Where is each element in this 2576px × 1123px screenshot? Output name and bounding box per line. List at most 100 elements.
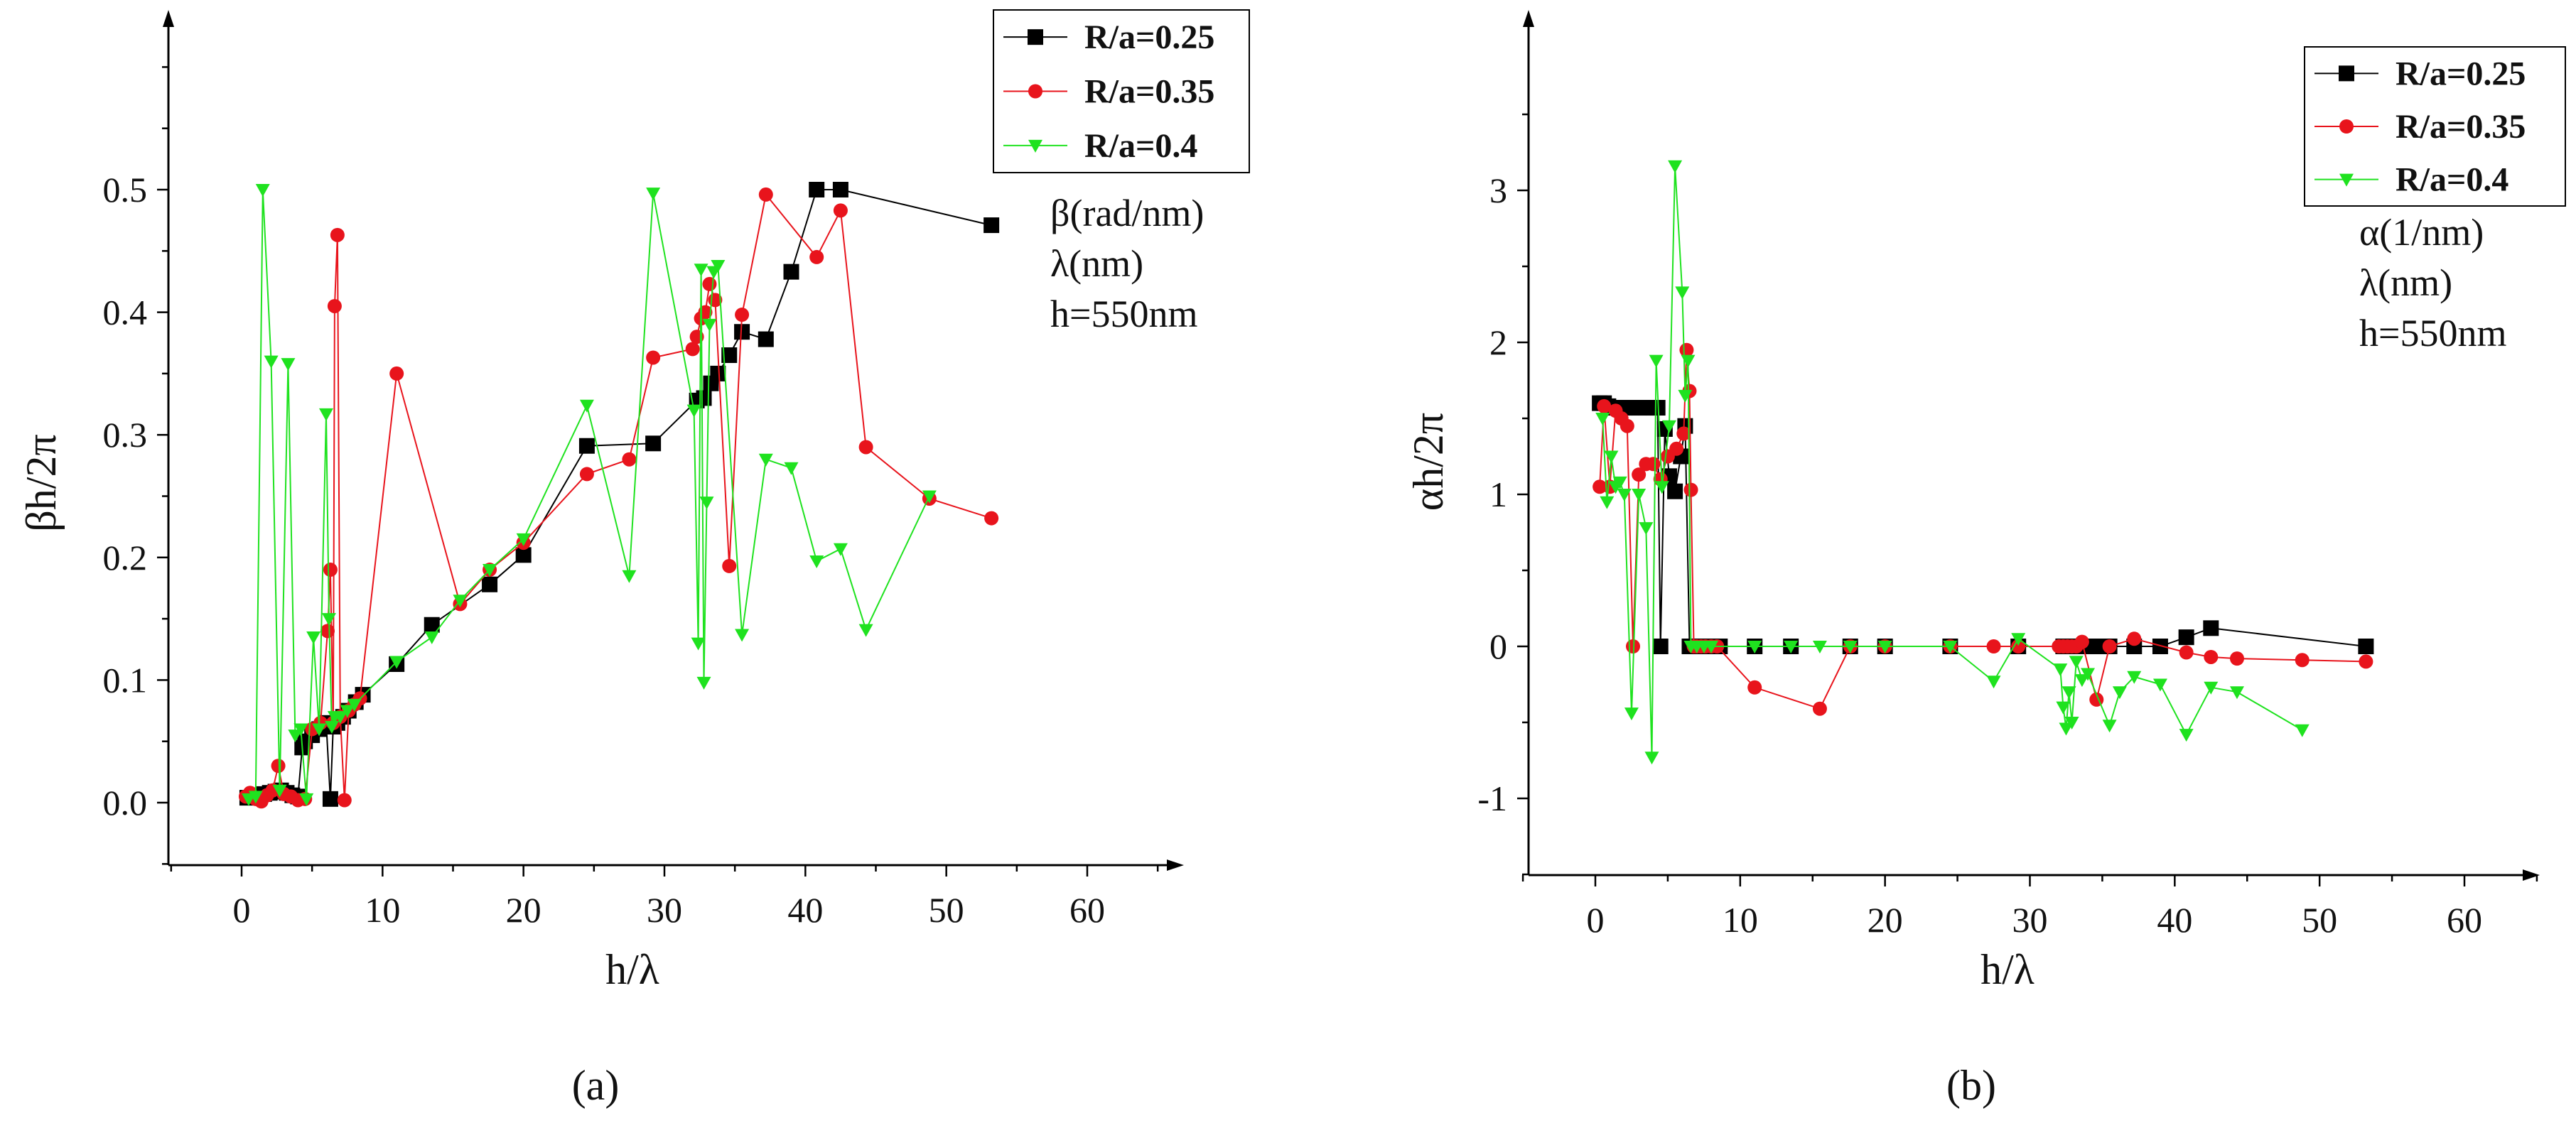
data-point <box>2152 639 2168 654</box>
annotation-text: β(rad/nm) <box>1050 192 1204 234</box>
data-point <box>347 698 362 712</box>
x-axis-arrow <box>1167 859 1184 871</box>
data-point <box>2074 674 2089 688</box>
data-point <box>858 440 873 455</box>
data-point <box>1649 354 1664 368</box>
data-point <box>1812 701 1827 716</box>
series-line-04 <box>1602 166 2303 758</box>
y-tick-label: 0.4 <box>103 293 148 332</box>
x-axis-arrow <box>2523 869 2540 881</box>
data-point <box>1661 420 1676 433</box>
data-point <box>255 184 270 197</box>
x-tick-label: 30 <box>2012 900 2048 940</box>
data-point <box>330 227 345 242</box>
panel-a-xlabel: h/λ <box>605 946 659 993</box>
data-point <box>646 350 661 365</box>
y-tick-label: 0.5 <box>103 170 148 210</box>
data-point <box>2089 639 2105 654</box>
data-point <box>2204 649 2219 664</box>
data-point <box>2102 720 2117 733</box>
data-point <box>1612 476 1627 489</box>
legend-marker <box>2339 173 2354 187</box>
data-point <box>1943 641 1958 653</box>
annotation-text: h=550nm <box>2359 312 2506 354</box>
data-point <box>482 576 498 592</box>
panel-a-annotations: β(rad/nm) λ(nm) h=550nm <box>1050 192 1204 335</box>
data-point <box>579 467 594 482</box>
x-tick-label: 60 <box>2447 900 2482 940</box>
data-point <box>1704 641 1719 653</box>
data-point <box>784 462 799 475</box>
data-point <box>453 595 468 608</box>
data-point <box>1667 483 1683 499</box>
panel-a-legend: R/a=0.25 R/a=0.35 R/a=0.4 <box>993 9 1250 173</box>
data-point <box>2229 651 2244 666</box>
data-point <box>710 365 726 381</box>
data-point <box>646 188 661 201</box>
data-point <box>983 217 1000 234</box>
data-point <box>1624 707 1639 721</box>
data-point <box>702 276 717 291</box>
panel-b-series <box>1592 160 2374 765</box>
annotation-text: α(1/nm) <box>2359 211 2484 254</box>
data-point <box>809 555 824 568</box>
data-point <box>758 453 773 467</box>
data-point <box>699 497 714 510</box>
x-tick-label: 20 <box>1868 900 1903 940</box>
annotation-text: λ(nm) <box>2359 261 2452 304</box>
data-point <box>809 249 824 264</box>
data-point <box>323 563 338 577</box>
data-point <box>1646 457 1661 472</box>
series-line-035 <box>1599 349 2366 710</box>
data-point <box>248 791 263 804</box>
y-tick-label: -1 <box>1477 778 1507 818</box>
data-point <box>622 452 637 467</box>
data-point <box>2056 701 2071 715</box>
data-point <box>1595 413 1610 425</box>
y-axis-arrow <box>1523 10 1534 27</box>
data-point <box>1669 441 1684 456</box>
legend-label: R/a=0.4 <box>1084 127 1197 165</box>
panel-b-legend: R/a=0.25 R/a=0.35 R/a=0.4 <box>2304 46 2566 207</box>
data-point <box>696 390 712 406</box>
data-point <box>2127 671 2142 684</box>
y-tick-label: 0.1 <box>103 660 148 700</box>
data-point <box>1678 389 1693 403</box>
data-point <box>2178 629 2194 646</box>
panel-a-ticks: 0 10 20 30 40 50 60 0.0 0.1 0.2 0.3 0.4 0.5 <box>103 10 1184 930</box>
data-point <box>2127 631 2142 646</box>
annotation-text: λ(nm) <box>1050 242 1143 285</box>
data-point <box>516 533 531 546</box>
x-tick-label: 60 <box>1069 890 1105 930</box>
data-point <box>288 729 303 743</box>
legend-label: R/a=0.35 <box>1084 73 1214 111</box>
data-point <box>2152 678 2167 692</box>
data-point <box>758 187 773 202</box>
data-point <box>696 676 711 690</box>
legend-marker <box>1028 139 1042 153</box>
data-point <box>281 358 296 371</box>
data-point <box>645 435 662 452</box>
data-point <box>578 438 595 454</box>
data-point <box>1620 418 1634 433</box>
data-point <box>2295 653 2310 668</box>
data-point <box>686 404 701 418</box>
data-point <box>2011 633 2026 646</box>
data-point <box>1652 639 1669 654</box>
data-point <box>1676 426 1691 441</box>
data-point <box>2179 729 2194 742</box>
data-point <box>1747 680 1762 695</box>
data-point <box>1986 676 2001 689</box>
data-point <box>2069 656 2084 669</box>
data-point <box>1597 398 1612 413</box>
annotation-text: h=550nm <box>1050 293 1197 335</box>
data-point <box>322 791 338 807</box>
data-point <box>424 617 440 633</box>
data-point <box>2081 668 2096 681</box>
data-point <box>1639 522 1654 536</box>
y-tick-label: 3 <box>1489 170 1507 210</box>
data-point <box>2204 681 2219 695</box>
data-point <box>264 355 279 369</box>
data-point <box>809 182 825 197</box>
